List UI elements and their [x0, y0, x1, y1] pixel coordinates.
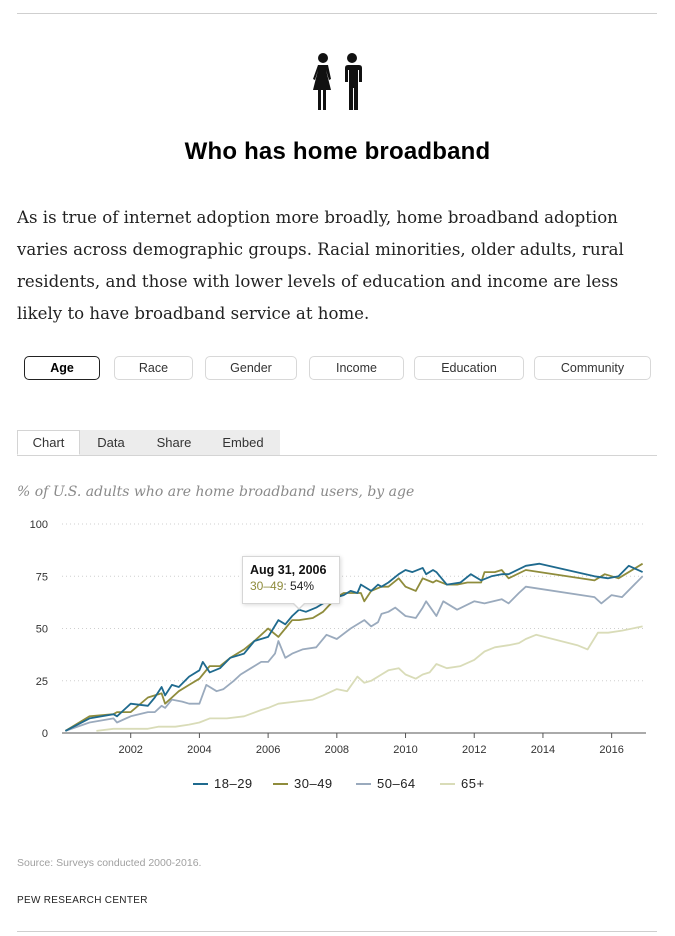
- y-tick-label: 0: [42, 728, 48, 740]
- tab-chart[interactable]: Chart: [17, 430, 80, 455]
- tab-share[interactable]: Share: [142, 430, 206, 455]
- x-tick-label: 2012: [462, 744, 486, 756]
- filter-community-button[interactable]: Community: [534, 356, 651, 380]
- legend-swatch: [356, 782, 371, 785]
- legend-swatch: [273, 782, 288, 785]
- filter-education-button[interactable]: Education: [414, 356, 524, 380]
- tab-data[interactable]: Data: [80, 430, 142, 455]
- tooltip-separator: :: [283, 579, 291, 593]
- x-tick-label: 2010: [393, 744, 417, 756]
- filter-gender-button[interactable]: Gender: [205, 356, 297, 380]
- legend-swatch: [440, 782, 455, 785]
- page-title: Who has home broadband: [184, 138, 491, 165]
- y-tick-label: 50: [36, 624, 48, 636]
- header-icon-wrap: [0, 52, 675, 112]
- source-note: Source: Surveys conducted 2000-2016.: [17, 857, 202, 869]
- tooltip-value-row: 30–49: 54%: [250, 579, 339, 593]
- y-tick-label: 25: [36, 676, 48, 688]
- bottom-rule: [17, 931, 657, 932]
- legend-label: 65+: [461, 776, 485, 791]
- tooltip-date: Aug 31, 2006: [250, 563, 327, 577]
- filter-age-button[interactable]: Age: [24, 356, 100, 380]
- series-line-18–29: [64, 562, 643, 732]
- legend-label: 18–29: [214, 776, 253, 791]
- y-tick-label: 100: [30, 519, 48, 531]
- legend-item[interactable]: 30–49: [273, 776, 333, 791]
- tooltip-series: 30–49: [250, 579, 284, 593]
- series-line-65+: [96, 625, 643, 732]
- legend-item[interactable]: 18–29: [193, 776, 253, 791]
- intro-paragraph: As is true of internet adoption more bro…: [17, 208, 624, 323]
- x-tick-label: 2014: [531, 744, 555, 756]
- legend-label: 50–64: [377, 776, 416, 791]
- chart-legend: 18–29 30–49 50–64 65+: [0, 776, 675, 794]
- people-icon: [312, 53, 362, 110]
- x-tick-label: 2016: [599, 744, 623, 756]
- chart-title: % of U.S. adults who are home broadband …: [17, 484, 415, 500]
- tab-embed[interactable]: Embed: [206, 430, 280, 455]
- x-tick-label: 2008: [325, 744, 349, 756]
- x-tick-label: 2006: [256, 744, 280, 756]
- x-tick-label: 2002: [118, 744, 142, 756]
- legend-label: 30–49: [294, 776, 333, 791]
- legend-swatch: [193, 782, 208, 785]
- tooltip-value: 54%: [290, 579, 315, 593]
- tooltip: Aug 31, 2006 30–49: 54%: [242, 556, 340, 604]
- y-tick-label: 75: [36, 571, 48, 583]
- legend-item[interactable]: 65+: [440, 776, 485, 791]
- tooltip-arrow-inner: [293, 602, 305, 608]
- filter-race-button[interactable]: Race: [114, 356, 193, 380]
- series-line-50–64: [65, 575, 644, 732]
- tab-rule: [17, 455, 657, 456]
- brand-label: PEW RESEARCH CENTER: [17, 895, 148, 906]
- x-tick-label: 2004: [187, 744, 211, 756]
- legend-item[interactable]: 50–64: [356, 776, 416, 791]
- filter-income-button[interactable]: Income: [309, 356, 404, 380]
- series-line-30–49: [64, 562, 644, 732]
- top-rule: [17, 13, 657, 14]
